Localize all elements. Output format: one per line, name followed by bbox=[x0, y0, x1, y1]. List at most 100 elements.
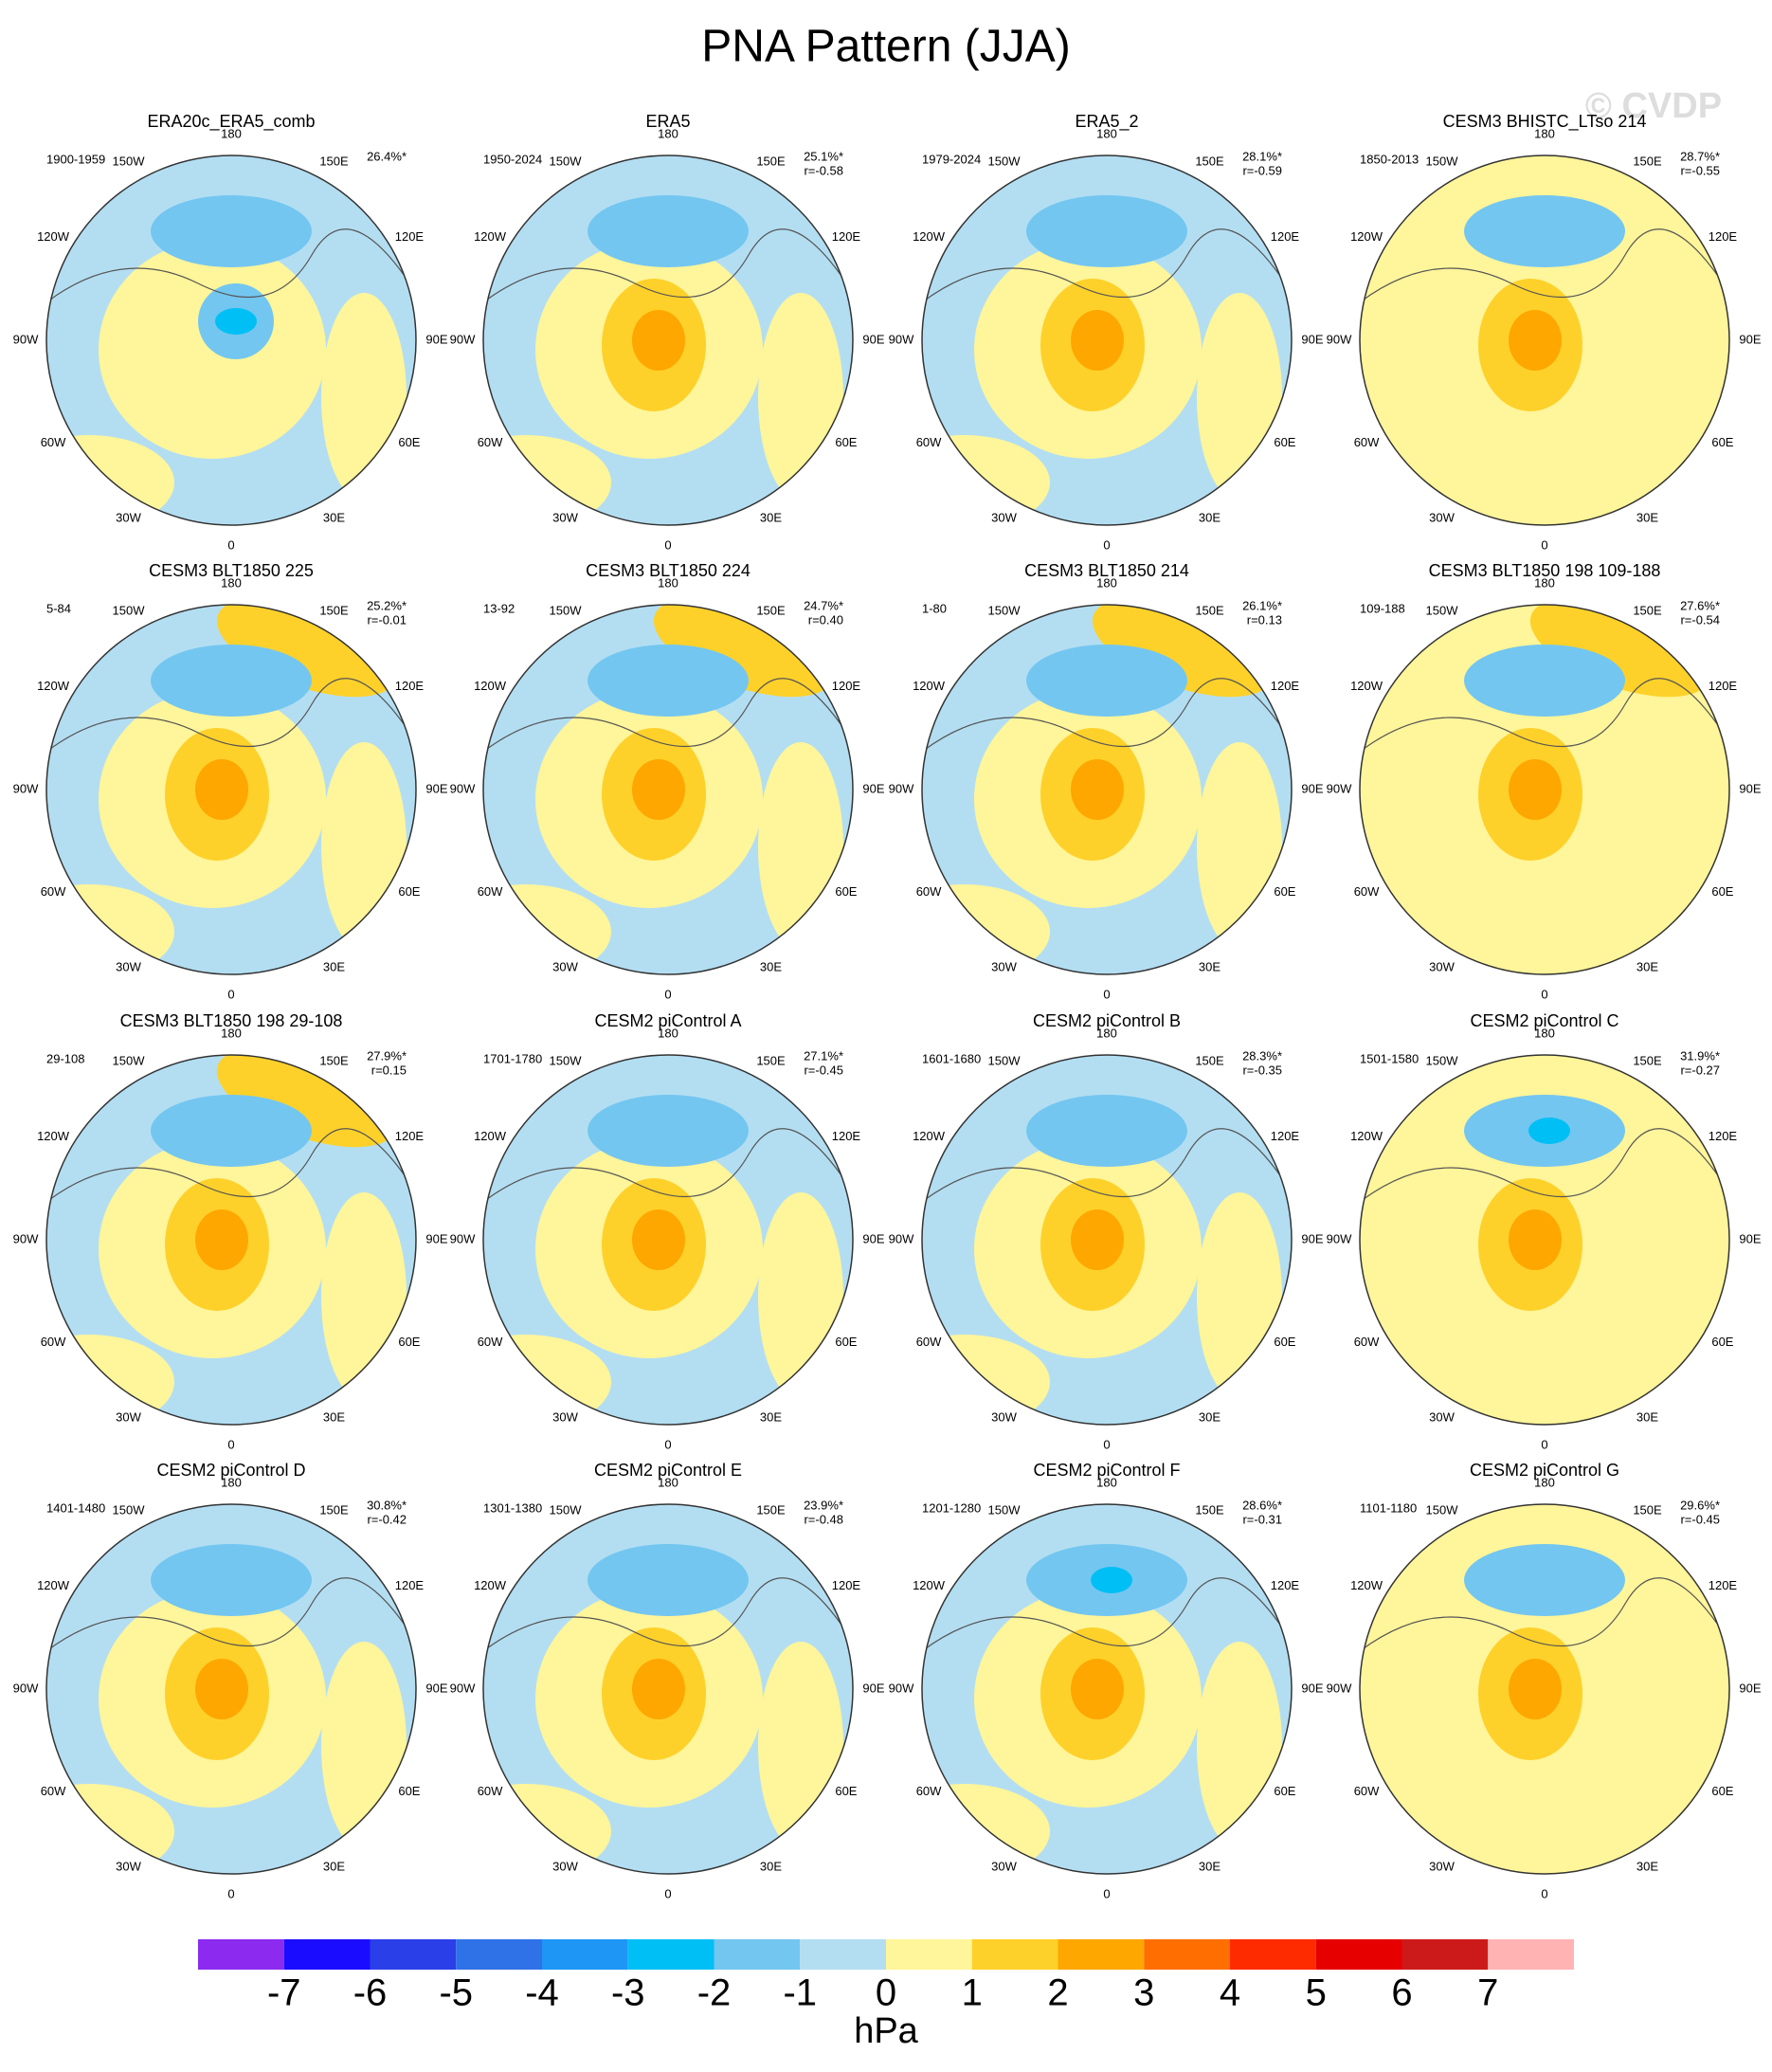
colorbar-label: -4 bbox=[525, 1972, 559, 2014]
longitude-label: 180 bbox=[221, 126, 242, 140]
colorbar-label: 7 bbox=[1477, 1972, 1498, 2014]
field-positive bbox=[1197, 293, 1282, 501]
longitude-label: 90W bbox=[1327, 1681, 1352, 1695]
map-field bbox=[46, 605, 416, 974]
map-border bbox=[1359, 1503, 1730, 1875]
panel-correlation: r=-0.27 bbox=[1680, 1063, 1720, 1077]
longitude-label: 90W bbox=[1327, 781, 1352, 795]
panel-period: 1950-2024 bbox=[483, 152, 542, 166]
field-positive bbox=[758, 1642, 843, 1850]
longitude-label: 150W bbox=[988, 1503, 1022, 1518]
longitude-label: 120E bbox=[1709, 1129, 1738, 1143]
map-border bbox=[45, 1054, 417, 1426]
field-negative bbox=[1091, 1567, 1132, 1593]
longitude-label: 90E bbox=[1739, 332, 1761, 346]
colorbar-box bbox=[1144, 1939, 1230, 1970]
longitude-label: 60E bbox=[398, 1335, 420, 1349]
longitude-label: 60E bbox=[835, 884, 857, 899]
coastline bbox=[1360, 1128, 1729, 1203]
colorbar-label: 2 bbox=[1047, 1972, 1068, 2014]
longitude-label: 90E bbox=[425, 1681, 447, 1695]
longitude-label: 180 bbox=[1534, 1026, 1555, 1040]
longitude-label: 30E bbox=[1636, 959, 1658, 973]
longitude-label: 60E bbox=[835, 1784, 857, 1798]
panel-period: 1501-1580 bbox=[1360, 1051, 1419, 1065]
longitude-label: 90W bbox=[450, 1681, 476, 1695]
longitude-label: 30W bbox=[552, 959, 578, 973]
longitude-label: 0 bbox=[227, 537, 234, 552]
longitude-label: 120W bbox=[913, 229, 946, 244]
colorbar-label: -2 bbox=[697, 1972, 732, 2014]
map-border bbox=[482, 1503, 854, 1875]
longitude-label: 60E bbox=[398, 884, 420, 899]
panel-title: ERA20c_ERA5_comb bbox=[147, 112, 315, 132]
longitude-label: 90E bbox=[1301, 332, 1323, 346]
panel-title: ERA5 bbox=[645, 112, 690, 131]
longitude-label: 60W bbox=[1354, 884, 1380, 899]
longitude-label: 30E bbox=[760, 959, 782, 973]
figure-title: PNA Pattern (JJA) bbox=[701, 22, 1070, 72]
colorbar-box bbox=[283, 1939, 371, 1970]
map-border bbox=[1359, 604, 1730, 975]
field-negative bbox=[588, 1544, 749, 1616]
panel-title: CESM3 BLT1850 198 109-188 bbox=[1429, 561, 1661, 580]
panel-period: 5-84 bbox=[46, 601, 71, 615]
panel-correlation: r=-0.31 bbox=[1242, 1512, 1282, 1526]
longitude-label: 30W bbox=[1429, 1859, 1455, 1873]
map-panel: CESM2 piControl A 1701-1780 27.1%*r=-0.45 1… bbox=[450, 1011, 885, 1452]
longitude-label: 30W bbox=[991, 510, 1017, 524]
longitude-label: 0 bbox=[664, 987, 671, 1001]
field-positive bbox=[483, 884, 611, 974]
longitude-label: 60E bbox=[398, 1784, 420, 1798]
field-positive bbox=[195, 1659, 248, 1719]
longitude-label: 150W bbox=[113, 604, 146, 618]
longitude-label: 120W bbox=[913, 679, 946, 693]
field-positive bbox=[1635, 1192, 1720, 1401]
map-panel: CESM3 BHISTC_LTso 214 1850-2013 28.7%*r=-0… bbox=[1327, 112, 1762, 553]
coastline bbox=[483, 678, 853, 753]
colorbar-label: 1 bbox=[962, 1972, 983, 2014]
panel-period: 1701-1780 bbox=[483, 1051, 542, 1065]
map-border bbox=[1359, 1054, 1730, 1426]
longitude-label: 0 bbox=[664, 1437, 671, 1451]
panel-title: CESM2 piControl E bbox=[594, 1461, 742, 1480]
longitude-label: 60W bbox=[916, 884, 942, 899]
longitude-label: 120E bbox=[1271, 1578, 1300, 1592]
coastline bbox=[46, 1577, 416, 1652]
panel-percent: 27.9%* bbox=[367, 1048, 407, 1063]
colorbar-box bbox=[370, 1939, 457, 1970]
longitude-label: 120W bbox=[913, 1129, 946, 1143]
field-negative bbox=[151, 1544, 312, 1616]
longitude-label: 120W bbox=[37, 1578, 70, 1592]
longitude-label: 120E bbox=[395, 679, 425, 693]
longitude-label: 30W bbox=[116, 510, 141, 524]
colorbar-box bbox=[714, 1939, 801, 1970]
longitude-label: 30E bbox=[1199, 959, 1221, 973]
longitude-label: 0 bbox=[1541, 987, 1547, 1001]
longitude-label: 120W bbox=[1350, 229, 1383, 244]
panel-period: 1401-1480 bbox=[46, 1500, 105, 1515]
map-field bbox=[922, 155, 1292, 525]
panel-percent: 23.9%* bbox=[804, 1498, 843, 1512]
map-field bbox=[1360, 605, 1729, 974]
map-panel: ERA5 1950-2024 25.1%*r=-0.58 180 150E 120E 90E… bbox=[450, 112, 885, 553]
map-border bbox=[921, 1054, 1293, 1426]
field-positive bbox=[46, 884, 174, 974]
field-positive bbox=[1360, 884, 1488, 974]
colorbar-label: -3 bbox=[611, 1972, 645, 2014]
longitude-label: 90W bbox=[450, 781, 476, 795]
longitude-label: 30W bbox=[552, 510, 578, 524]
longitude-label: 30E bbox=[1636, 1409, 1658, 1424]
field-positive bbox=[1635, 742, 1720, 951]
longitude-label: 0 bbox=[1103, 987, 1110, 1001]
field-negative bbox=[588, 1095, 749, 1167]
longitude-label: 120W bbox=[474, 229, 507, 244]
panel-period: 1979-2024 bbox=[922, 152, 981, 166]
longitude-label: 150W bbox=[550, 604, 583, 618]
panel-correlation: r=-0.42 bbox=[367, 1512, 407, 1526]
panel-percent: 28.6%* bbox=[1242, 1498, 1282, 1512]
longitude-label: 90E bbox=[862, 332, 884, 346]
coastline bbox=[483, 1128, 853, 1203]
longitude-label: 30E bbox=[1636, 510, 1658, 524]
